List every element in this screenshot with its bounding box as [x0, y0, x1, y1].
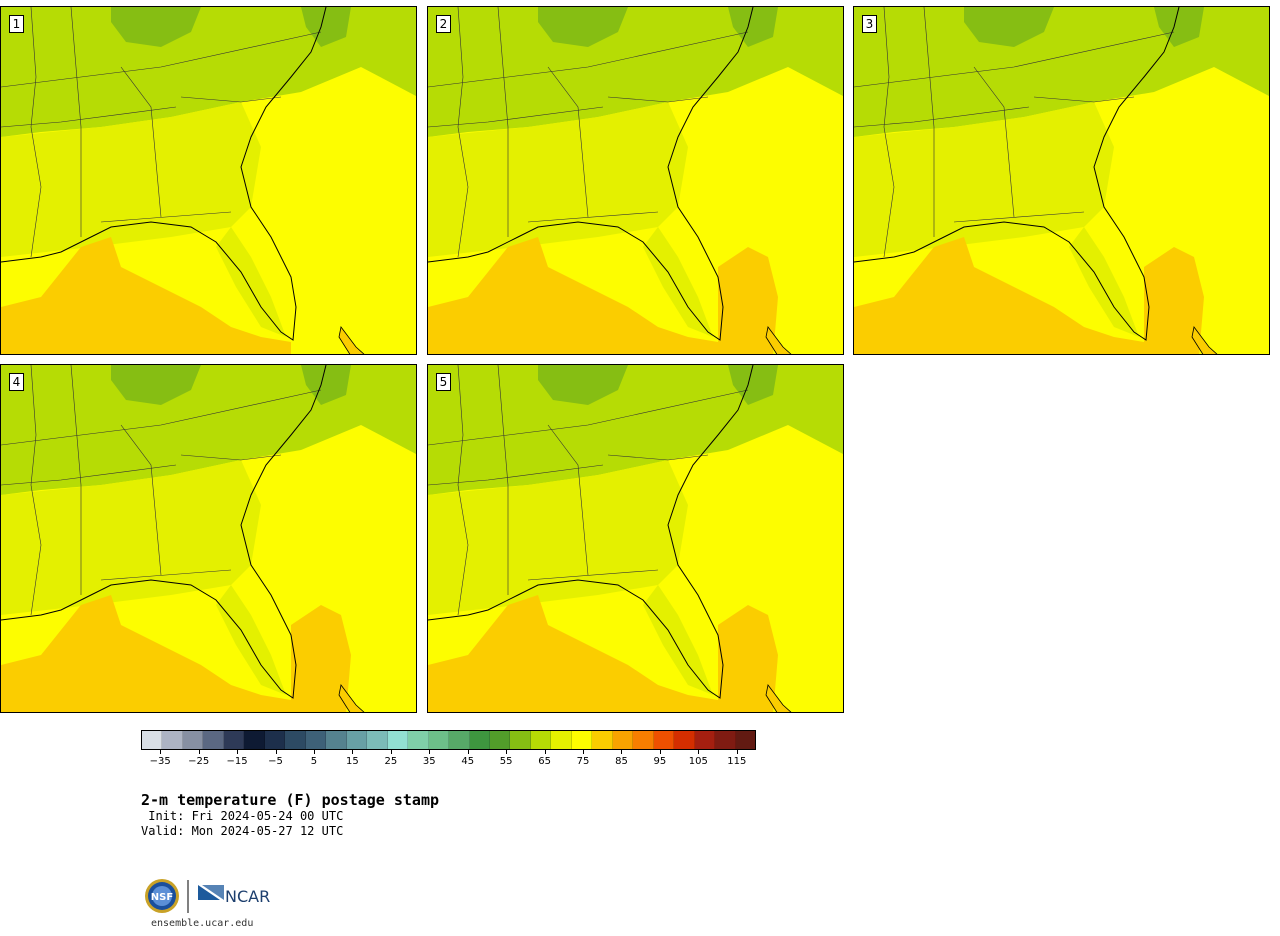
colorbar-segment — [510, 731, 531, 749]
colorbar-tick — [313, 750, 315, 754]
colorbar-segment — [142, 731, 163, 749]
map-panel-1: 1 — [0, 6, 417, 355]
colorbar-segment — [346, 731, 368, 749]
colorbar-segment — [735, 731, 756, 749]
colorbar-tick — [659, 750, 661, 754]
colorbar-segment — [653, 731, 675, 749]
colorbar-tick-label: −35 — [149, 756, 171, 767]
panel-label: 3 — [862, 15, 877, 33]
colorbar-tick-label: −15 — [226, 756, 248, 767]
colorbar-tick-label: 45 — [461, 756, 475, 767]
colorbar-segment — [203, 731, 224, 749]
website-url: ensemble.ucar.edu — [151, 918, 254, 929]
colorbar-tick-label: 75 — [576, 756, 590, 767]
colorbar-tick — [467, 750, 469, 754]
colorbar-tick — [237, 750, 239, 754]
colorbar-tick-label: 55 — [499, 756, 513, 767]
colorbar-tick — [736, 750, 738, 754]
map-panel-3: 3 — [853, 6, 1270, 355]
colorbar-segment — [367, 731, 388, 749]
panel-label: 2 — [436, 15, 451, 33]
colorbar-tick-label: 15 — [346, 756, 359, 767]
ncar-logo-icon: NCAR — [198, 885, 270, 906]
colorbar-segment — [469, 731, 490, 749]
logos: NSF NCAR — [144, 878, 274, 922]
colorbar-segment — [326, 731, 347, 749]
colorbar-tick — [544, 750, 546, 754]
panel-label: 1 — [9, 15, 24, 33]
panel-label: 5 — [436, 373, 451, 391]
colorbar-tick — [275, 750, 277, 754]
colorbar-segment — [592, 731, 613, 749]
colorbar-segment — [162, 731, 183, 749]
colorbar-segment — [223, 731, 245, 749]
nsf-logo-icon: NSF — [145, 879, 179, 913]
colorbar-tick — [429, 750, 431, 754]
colorbar-tick — [352, 750, 354, 754]
ncar-text: NCAR — [225, 887, 270, 906]
colorbar-segment — [305, 731, 327, 749]
chart-title: 2-m temperature (F) postage stamp — [141, 791, 440, 809]
init-time: Init: Fri 2024-05-24 00 UTC — [141, 809, 344, 823]
colorbar-tick — [160, 750, 162, 754]
colorbar-tick-label: 65 — [538, 756, 551, 767]
colorbar-tick-label: 35 — [422, 756, 436, 767]
colorbar-segment — [489, 731, 511, 749]
colorbar-segment — [264, 731, 286, 749]
colorbar-segment — [387, 731, 409, 749]
colorbar-ticks: −35 −25 −15 −5 5 15 25 35 45 55 65 75 85 95 105 115 — [141, 750, 756, 774]
valid-time: Valid: Mon 2024-05-27 12 UTC — [141, 824, 344, 838]
colorbar-segment — [694, 731, 716, 749]
colorbar-tick-label: −25 — [188, 756, 210, 767]
colorbar-segment — [182, 731, 204, 749]
colorbar-tick-label: 115 — [727, 756, 747, 767]
colorbar-tick — [621, 750, 623, 754]
colorbar — [141, 730, 756, 750]
map-panel-4: 4 — [0, 364, 417, 713]
nsf-text: NSF — [151, 892, 173, 903]
colorbar-segment — [612, 731, 634, 749]
colorbar-tick — [198, 750, 200, 754]
map-panel-2: 2 — [427, 6, 844, 355]
colorbar-tick — [698, 750, 700, 754]
colorbar-segment — [571, 731, 593, 749]
colorbar-tick — [390, 750, 392, 754]
panel-label: 4 — [9, 373, 24, 391]
colorbar-tick — [583, 750, 585, 754]
colorbar-tick-label: 5 — [310, 756, 318, 767]
colorbar-tick-label: −5 — [268, 756, 283, 767]
colorbar-tick-label: 25 — [384, 756, 398, 767]
colorbar-segment — [674, 731, 695, 749]
colorbar-segment — [633, 731, 654, 749]
colorbar-segment — [449, 731, 470, 749]
colorbar-segment — [551, 731, 572, 749]
colorbar-tick — [506, 750, 508, 754]
colorbar-tick-label: 85 — [615, 756, 628, 767]
colorbar-segment — [428, 731, 450, 749]
colorbar-segment — [285, 731, 306, 749]
colorbar-tick-label: 105 — [688, 756, 708, 767]
colorbar-segment — [408, 731, 429, 749]
colorbar-segment — [244, 731, 265, 749]
colorbar-tick-label: 95 — [653, 756, 667, 767]
colorbar-segment — [530, 731, 552, 749]
colorbar-segment — [715, 731, 736, 749]
map-panel-5: 5 — [427, 364, 844, 713]
